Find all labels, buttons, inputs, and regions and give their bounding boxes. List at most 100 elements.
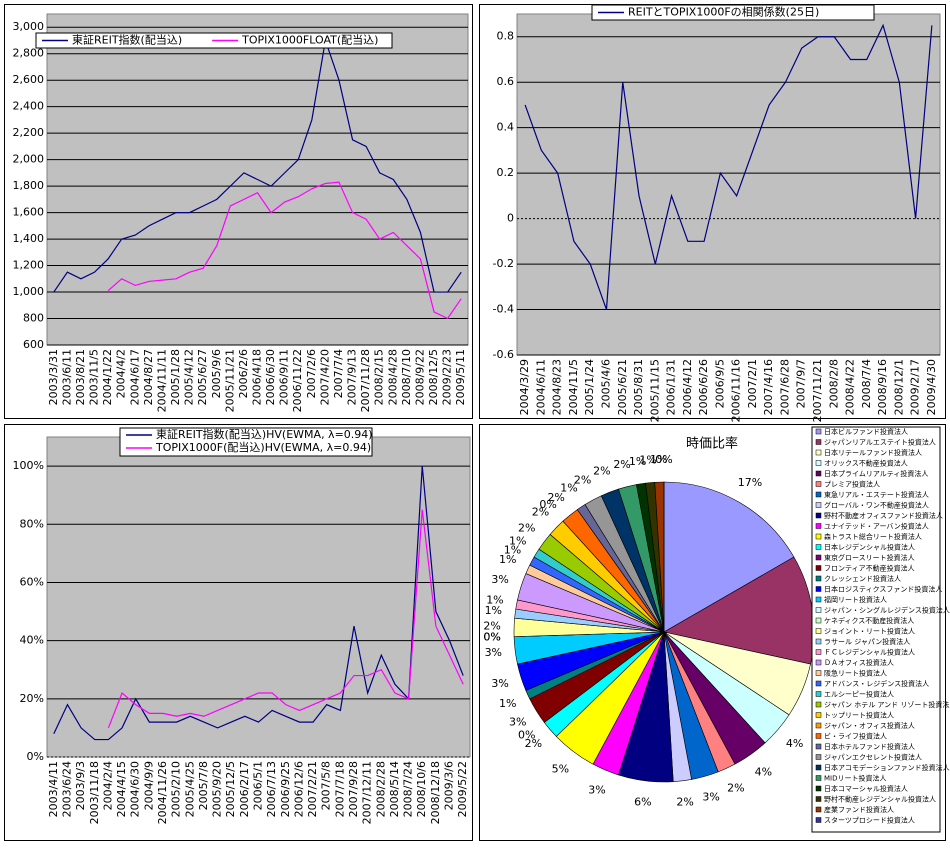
y-tick-label: 2,200 <box>13 126 45 139</box>
legend-swatch <box>815 670 822 676</box>
legend-label: オリックス不動産投資法人 <box>824 459 908 468</box>
x-tick-label: 2003/11/5 <box>88 349 101 405</box>
y-tick-label: 0.2 <box>497 166 515 179</box>
plot-area <box>46 436 471 758</box>
legend-label: 日本リテールファンド投資法人 <box>824 448 922 457</box>
legend-label: フロンティア不動産投資法人 <box>824 564 915 573</box>
legend-box <box>119 427 373 457</box>
chart-title: 時価比率 <box>686 436 738 452</box>
legend-swatch <box>815 523 822 529</box>
legend-swatch <box>815 439 822 445</box>
y-tick-label: 0.4 <box>497 121 515 134</box>
y-tick-label: 2,400 <box>13 100 45 113</box>
legend-swatch <box>815 691 822 697</box>
data-label: 5% <box>552 762 569 775</box>
x-tick-label: 2007/9/13 <box>346 349 359 405</box>
x-tick-label: 2003/9/3 <box>74 761 87 810</box>
x-tick-label: 2004/6/30 <box>129 761 142 817</box>
data-label: 3% <box>702 790 719 803</box>
legend-swatch <box>815 806 822 813</box>
y-tick-label: 600 <box>23 338 44 351</box>
series-line <box>107 181 462 320</box>
data-label: 1% <box>504 544 521 557</box>
x-tick-label: 2004/6/11 <box>534 359 547 415</box>
legend-swatch <box>815 491 822 498</box>
y-tick-label: 2,000 <box>13 153 45 166</box>
legend-swatch <box>815 481 822 487</box>
x-tick-label: 2007/2/1 <box>746 359 759 408</box>
data-label: 0% <box>655 453 672 466</box>
legend-label: ビ・ライフ投資法人 <box>824 732 887 741</box>
data-label: 2% <box>676 796 693 809</box>
x-tick-label: 2004/2/4 <box>101 761 114 810</box>
data-label: 1% <box>639 454 656 467</box>
x-tick-label: 2008/12/18 <box>429 761 442 824</box>
series-line <box>53 40 462 293</box>
x-tick-label: 2005/1/24 <box>583 359 596 415</box>
x-tick-label: 2005/8/31 <box>632 359 645 415</box>
legend-swatch <box>815 722 822 729</box>
legend-swatch <box>815 449 822 456</box>
pie-slice <box>663 481 795 633</box>
legend-label: ジョイント・リート投資法人 <box>824 627 915 636</box>
x-tick-label: 2005/4/12 <box>183 349 196 405</box>
data-label: 2% <box>525 737 542 750</box>
data-label: 3% <box>491 677 508 690</box>
y-tick-label: 100% <box>13 459 44 472</box>
legend-swatch <box>815 554 822 561</box>
x-tick-label: 2005/12/5 <box>224 761 237 817</box>
y-tick-label: 0% <box>27 750 44 763</box>
y-tick-label: -0.2 <box>493 257 514 270</box>
legend-label: TOPIX1000F(配当込)HV(EWMA, λ=0.94) <box>155 440 371 454</box>
legend-swatch <box>815 712 822 718</box>
x-tick-label: 2007/7/18 <box>333 761 346 817</box>
legend-label: 日本ホテルファンド投資法人 <box>824 742 915 751</box>
x-tick-label: 2005/11/21 <box>223 349 236 412</box>
y-tick-label: -0.6 <box>493 348 514 361</box>
y-tick-label: 20% <box>20 692 44 705</box>
legend-swatch <box>815 596 822 603</box>
legend-label: プレミア投資法人 <box>824 480 880 489</box>
x-tick-label: 2007/9/7 <box>795 359 808 408</box>
legend-label: MIDリート投資法人 <box>824 774 887 783</box>
x-tick-label: 2008/2/28 <box>374 761 387 817</box>
legend-label: ジャパン・オフィス投資法人 <box>824 721 915 730</box>
x-tick-label: 2007/9/28 <box>347 761 360 817</box>
x-tick-label: 2004/11/5 <box>567 359 580 415</box>
data-label: 1% <box>485 604 502 617</box>
x-tick-label: 2008/7/24 <box>402 761 415 817</box>
x-tick-label: 2006/9/5 <box>713 359 726 408</box>
legend-label: 野村不動産オフィスファンド投資法人 <box>824 511 943 520</box>
data-label: 4% <box>755 765 772 778</box>
y-tick-label: 80% <box>20 517 44 530</box>
legend-swatch <box>815 607 822 613</box>
data-label: 2% <box>532 505 549 518</box>
legend-label: 森トラスト総合リート投資法人 <box>824 532 922 541</box>
legend-swatch <box>815 701 822 708</box>
x-tick-label: 2004/11/26 <box>156 761 169 824</box>
legend-label: 東京グロースリート投資法人 <box>824 553 915 562</box>
x-tick-label: 2008/4/28 <box>386 349 399 405</box>
legend-swatch <box>815 817 822 823</box>
legend-swatch <box>815 764 822 771</box>
legend-swatch <box>815 575 822 582</box>
x-tick-label: 2009/5/11 <box>454 349 467 405</box>
x-tick-label: 2006/7/13 <box>265 761 278 817</box>
x-tick-label: 2003/8/21 <box>74 349 87 405</box>
y-tick-label: 1,800 <box>13 179 45 192</box>
y-tick-label: 2,800 <box>13 47 45 60</box>
data-label: 1% <box>650 453 667 466</box>
x-tick-label: 2005/9/6 <box>210 349 223 398</box>
data-label: 2% <box>547 491 564 504</box>
x-tick-label: 2004/11/11 <box>155 349 168 412</box>
legend-swatch <box>815 512 822 519</box>
data-label: 1% <box>486 593 503 606</box>
x-tick-label: 2009/4/30 <box>925 359 938 415</box>
data-label: 1% <box>499 553 516 566</box>
x-tick-label: 2008/9/16 <box>876 359 889 415</box>
legend-swatch <box>815 680 822 687</box>
x-tick-label: 2004/9/9 <box>142 761 155 810</box>
legend-label: 日本アコモデーションファンド投資法人 <box>824 763 950 772</box>
x-tick-label: 2005/4/6 <box>599 359 612 408</box>
x-tick-label: 2007/2/6 <box>305 349 318 398</box>
